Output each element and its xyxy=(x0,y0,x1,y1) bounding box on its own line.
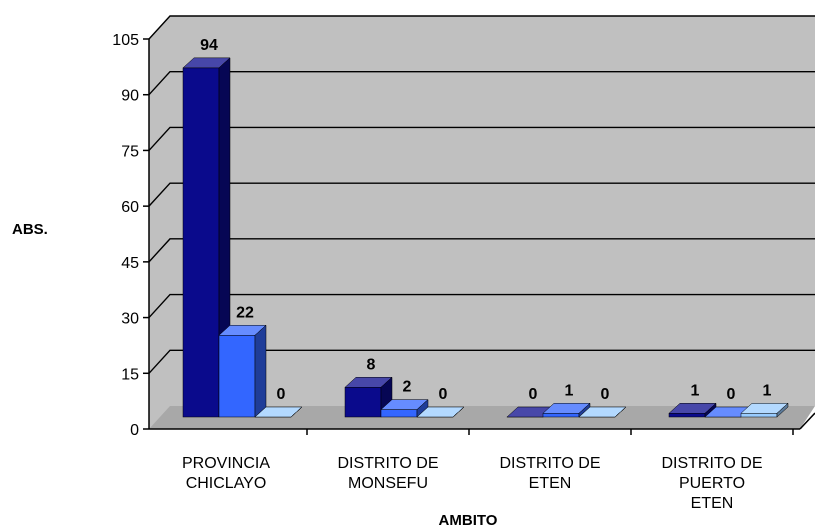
bar-side xyxy=(776,402,789,418)
bar-front xyxy=(542,413,580,418)
x-category-label: PROVINCIA xyxy=(182,455,270,472)
x-category-labels: PROVINCIA CHICLAYO DISTRITO DE MONSEFU DISTR… xyxy=(182,455,763,512)
bar-front xyxy=(380,409,418,418)
x-category-label: ETEN xyxy=(691,495,734,512)
y-tick-label: 90 xyxy=(121,88,139,105)
x-category-label: MONSEFU xyxy=(348,475,428,492)
y-tick-label: 45 xyxy=(121,255,139,272)
gridline xyxy=(148,71,815,96)
x-category-label: CHICLAYO xyxy=(186,475,267,492)
gridline xyxy=(148,349,815,374)
x-axis-title: AMBITO xyxy=(439,512,498,529)
bar xyxy=(578,406,627,418)
bar-side xyxy=(614,406,627,418)
bar xyxy=(218,324,267,418)
y-tick-label: 75 xyxy=(121,143,139,160)
bar xyxy=(668,402,717,418)
gridline xyxy=(148,182,815,207)
data-label: 1 xyxy=(763,382,772,399)
y-tick-label: 105 xyxy=(112,32,139,49)
bar xyxy=(254,406,303,418)
data-label: 22 xyxy=(236,304,254,321)
x-category-label: PUERTO xyxy=(679,475,745,492)
bar-side xyxy=(254,324,267,418)
bar-front xyxy=(344,387,382,418)
bar-side xyxy=(452,406,465,418)
data-label: 1 xyxy=(691,382,700,399)
bar xyxy=(344,376,393,418)
gridlines xyxy=(148,15,815,374)
x-category-label: DISTRITO DE xyxy=(337,455,438,472)
y-tick-labels: 0 15 30 45 60 75 90 105 xyxy=(112,32,139,439)
x-axis-depth-line xyxy=(799,412,815,430)
gridline xyxy=(148,126,815,151)
data-label: 2 xyxy=(403,379,412,396)
bar-front xyxy=(182,67,220,418)
plot-floor xyxy=(149,406,815,429)
axes xyxy=(143,38,815,435)
data-label: 1 xyxy=(565,382,574,399)
data-label: 94 xyxy=(200,37,218,54)
data-label: 0 xyxy=(727,386,736,403)
bar xyxy=(542,402,591,418)
bar-front xyxy=(740,413,778,418)
x-category-label: DISTRITO DE xyxy=(661,455,762,472)
data-label: 0 xyxy=(529,386,538,403)
y-tick-label: 0 xyxy=(130,422,139,439)
y-tick-label: 60 xyxy=(121,199,139,216)
gridline xyxy=(148,238,815,263)
bar-side xyxy=(290,406,303,418)
data-label: 0 xyxy=(601,386,610,403)
data-label: 8 xyxy=(367,356,376,373)
bars xyxy=(182,57,789,418)
gridline xyxy=(148,293,815,319)
bar-front xyxy=(668,413,706,418)
data-label: 0 xyxy=(439,386,448,403)
y-tick-label: 15 xyxy=(121,366,139,383)
gridline xyxy=(148,15,815,40)
y-axis-title: ABS. xyxy=(12,221,48,238)
data-label: 0 xyxy=(277,386,286,403)
data-labels: 94 22 0 8 2 0 0 1 0 1 0 1 xyxy=(200,37,771,403)
plot-back-wall xyxy=(149,16,815,429)
bar xyxy=(182,57,231,418)
x-category-label: DISTRITO DE xyxy=(499,455,600,472)
x-category-label: ETEN xyxy=(529,475,572,492)
bar-front xyxy=(218,335,256,418)
bar xyxy=(740,402,789,418)
bar xyxy=(416,406,465,418)
y-tick-label: 30 xyxy=(121,311,139,328)
